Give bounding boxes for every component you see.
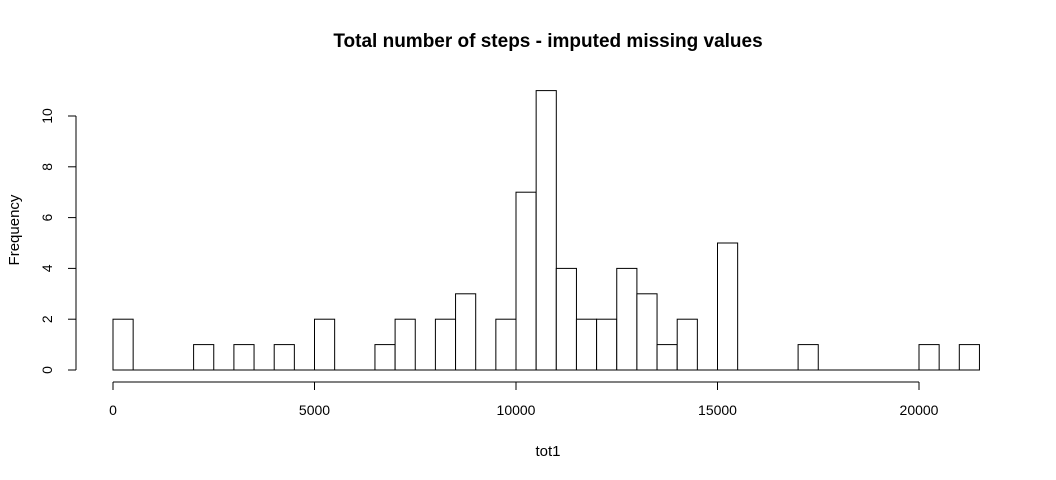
x-tick-label: 15000 [698,402,737,418]
histogram-bar [455,293,477,371]
histogram-bar [193,344,215,371]
histogram-bar [958,344,980,371]
histogram-bar [676,318,698,371]
histogram-bar [434,318,457,371]
y-axis: 0 2 4 6 8 10 [39,108,77,374]
histogram-bar [233,344,255,371]
x-tick-label: 5000 [299,402,330,418]
y-tick-label: 0 [39,366,55,374]
histogram-bar [374,344,396,371]
y-tick-label: 6 [39,213,55,221]
histogram-bar [717,242,739,371]
x-tick-label: 20000 [900,402,939,418]
chart-title: Total number of steps - imputed missing … [333,31,762,52]
y-tick-label: 2 [39,315,55,323]
histogram-bar [918,344,940,371]
x-tick-label: 10000 [497,402,536,418]
x-axis: 0 5000 10000 15000 20000 [109,381,939,418]
y-tick-label: 10 [39,108,55,124]
histogram-bar [575,318,598,371]
histogram-bar [555,267,577,371]
histogram-bar [515,191,537,371]
x-tick-label: 0 [109,402,117,418]
histogram-bar [535,90,557,371]
histogram-bar [273,344,295,371]
histogram-bar [596,318,618,371]
histogram-bar [112,318,134,371]
y-axis-label: Frequency [6,194,23,265]
histogram-bar [797,344,819,371]
histogram-bar [616,267,638,371]
histogram-bar [394,318,416,371]
bars-group [112,90,980,371]
y-tick-label: 8 [39,163,55,171]
histogram-bar [495,318,517,371]
x-axis-label: tot1 [535,443,560,460]
histogram-bar [314,318,336,371]
histogram-bar [636,293,658,371]
histogram-bar [656,344,678,371]
y-tick-label: 4 [39,264,55,272]
